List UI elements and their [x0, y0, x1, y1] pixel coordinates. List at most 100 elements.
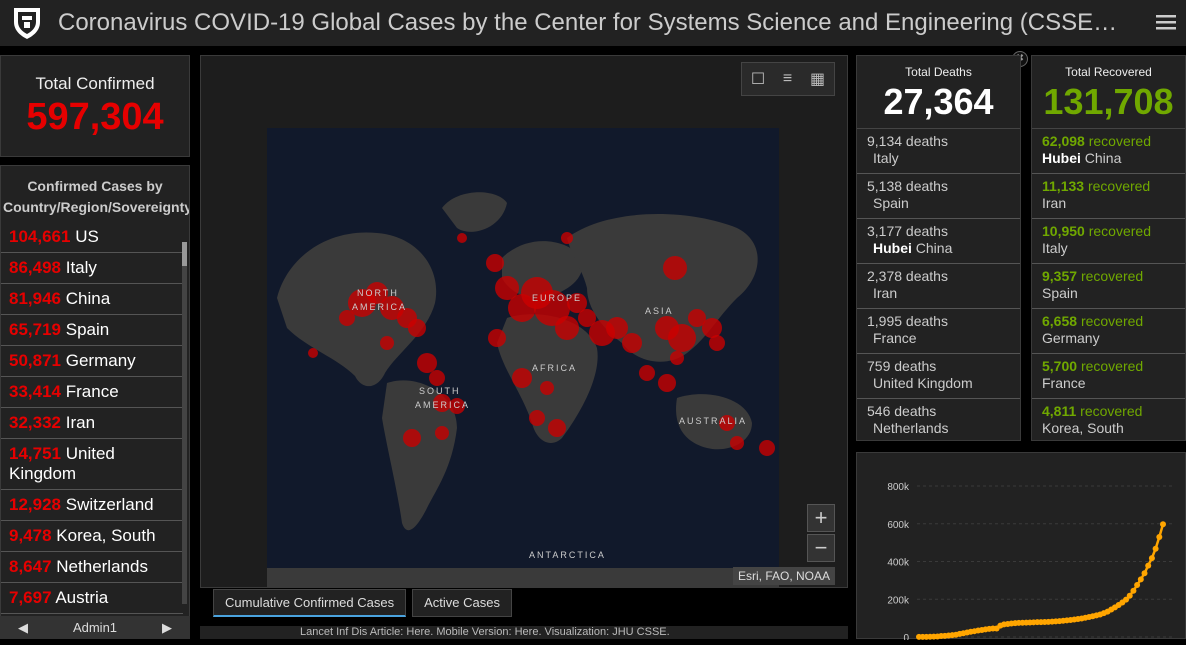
deaths-place: France: [867, 330, 1010, 347]
case-circle[interactable]: [429, 370, 445, 386]
world-map[interactable]: NORTH AMERICA EUROPE ASIA AFRICA SOUTH A…: [267, 128, 779, 588]
case-circle[interactable]: [433, 394, 451, 412]
hamburger-menu-icon[interactable]: [1156, 12, 1176, 32]
case-circle[interactable]: [457, 233, 467, 243]
case-circle[interactable]: [529, 410, 545, 426]
case-circle[interactable]: [308, 348, 318, 358]
deaths-count: 9,134 deaths: [867, 133, 948, 149]
case-circle[interactable]: [658, 374, 676, 392]
zoom-out-button[interactable]: −: [807, 534, 835, 562]
chart-point[interactable]: [1130, 587, 1137, 594]
case-circle[interactable]: [567, 293, 587, 313]
case-circle[interactable]: [488, 329, 506, 347]
case-circle[interactable]: [486, 254, 504, 272]
case-circle[interactable]: [670, 351, 684, 365]
case-circle[interactable]: [403, 429, 421, 447]
chart-point[interactable]: [1156, 534, 1163, 541]
chart-point[interactable]: [1148, 555, 1155, 562]
next-arrow-icon[interactable]: ▶: [161, 619, 172, 635]
chart-point[interactable]: [1160, 521, 1166, 528]
case-circle[interactable]: [555, 316, 579, 340]
recovered-count: 11,133: [1042, 178, 1085, 194]
case-circle[interactable]: [380, 336, 394, 350]
total-recovered-label: Total Recovered: [1065, 65, 1152, 79]
deaths-row[interactable]: 3,177 deaths Hubei China: [857, 219, 1020, 264]
country-row[interactable]: 12,928 Switzerland: [1, 490, 183, 521]
case-circle[interactable]: [688, 309, 706, 327]
case-circle[interactable]: [730, 436, 744, 450]
case-circle[interactable]: [668, 324, 696, 352]
recovered-place: Italy: [1042, 240, 1175, 257]
case-circle[interactable]: [408, 319, 426, 337]
chart-point[interactable]: [1123, 596, 1130, 603]
case-circle[interactable]: [719, 415, 735, 431]
case-circle[interactable]: [702, 318, 722, 338]
country-row[interactable]: 8,647 Netherlands: [1, 552, 183, 583]
case-circle[interactable]: [622, 333, 642, 353]
deaths-row[interactable]: 2,378 deaths Iran: [857, 264, 1020, 309]
case-circle[interactable]: [366, 282, 388, 304]
country-row[interactable]: 104,661 US: [1, 222, 183, 253]
recovered-row[interactable]: 5,700 recovered France: [1032, 354, 1185, 399]
deaths-row[interactable]: 759 deaths United Kingdom: [857, 354, 1020, 399]
chart-point[interactable]: [1126, 592, 1133, 599]
country-name: Korea, South: [56, 526, 156, 545]
case-circle[interactable]: [663, 256, 687, 280]
deaths-place-name: France: [873, 330, 917, 346]
case-circle[interactable]: [417, 353, 437, 373]
recovered-row[interactable]: 4,811 recovered Korea, South: [1032, 399, 1185, 440]
chart-point[interactable]: [1145, 562, 1152, 569]
country-row[interactable]: 33,414 France: [1, 377, 183, 408]
list-scrollbar[interactable]: [182, 242, 187, 604]
map-label-north: NORTH: [357, 288, 399, 298]
header-bar: Coronavirus COVID-19 Global Cases by the…: [0, 0, 1186, 46]
case-circle[interactable]: [578, 309, 596, 327]
chart-point[interactable]: [1141, 570, 1148, 577]
case-circle[interactable]: [449, 398, 465, 414]
case-circle[interactable]: [495, 276, 519, 300]
recovered-row[interactable]: 6,658 recovered Germany: [1032, 309, 1185, 354]
recovered-row[interactable]: 62,098 recovered Hubei China: [1032, 129, 1185, 174]
chart-point[interactable]: [1134, 581, 1141, 588]
chart-point[interactable]: [1137, 576, 1144, 583]
country-row[interactable]: 50,871 Germany: [1, 346, 183, 377]
recovered-row[interactable]: 11,133 recovered Iran: [1032, 174, 1185, 219]
case-circle[interactable]: [534, 290, 570, 326]
recovered-row[interactable]: 9,357 recovered Spain: [1032, 264, 1185, 309]
case-circle[interactable]: [639, 365, 655, 381]
basemap-grid-icon[interactable]: ▦: [809, 71, 826, 88]
country-name: France: [65, 382, 119, 401]
deaths-row[interactable]: 1,995 deaths France: [857, 309, 1020, 354]
total-recovered-value: 131,708: [1043, 81, 1174, 122]
country-row[interactable]: 81,946 China: [1, 284, 183, 315]
country-row[interactable]: 14,751 United Kingdom: [1, 439, 183, 490]
country-row[interactable]: 32,332 Iran: [1, 408, 183, 439]
bookmark-icon[interactable]: ☐: [750, 71, 766, 88]
zoom-in-button[interactable]: +: [807, 504, 835, 532]
country-row[interactable]: 9,478 Korea, South: [1, 521, 183, 552]
deaths-row[interactable]: 9,134 deaths Italy: [857, 129, 1020, 174]
case-circle[interactable]: [540, 381, 554, 395]
case-circle[interactable]: [606, 317, 628, 339]
deaths-row[interactable]: 546 deaths Netherlands: [857, 399, 1020, 440]
tab-cumulative-confirmed[interactable]: Cumulative Confirmed Cases: [213, 589, 407, 617]
case-circle[interactable]: [709, 335, 725, 351]
case-circle[interactable]: [561, 232, 573, 244]
recovered-place: Korea, South: [1042, 420, 1175, 437]
case-circle[interactable]: [548, 419, 566, 437]
deaths-row[interactable]: 5,138 deaths Spain: [857, 174, 1020, 219]
case-circle[interactable]: [512, 368, 532, 388]
case-circle[interactable]: [759, 440, 775, 456]
legend-list-icon[interactable]: ≡: [782, 70, 793, 87]
country-row[interactable]: 65,719 Spain: [1, 315, 183, 346]
tab-active-cases[interactable]: Active Cases: [412, 589, 512, 617]
country-row[interactable]: 86,498 Italy: [1, 253, 183, 284]
case-circle[interactable]: [339, 310, 355, 326]
country-row[interactable]: 7,697 Austria: [1, 583, 183, 614]
chart-point[interactable]: [1152, 545, 1159, 552]
case-circle[interactable]: [435, 426, 449, 440]
previous-arrow-icon[interactable]: ◀: [18, 619, 28, 635]
recovered-row[interactable]: 10,950 recovered Italy: [1032, 219, 1185, 264]
recovered-place-name: France: [1042, 375, 1086, 391]
